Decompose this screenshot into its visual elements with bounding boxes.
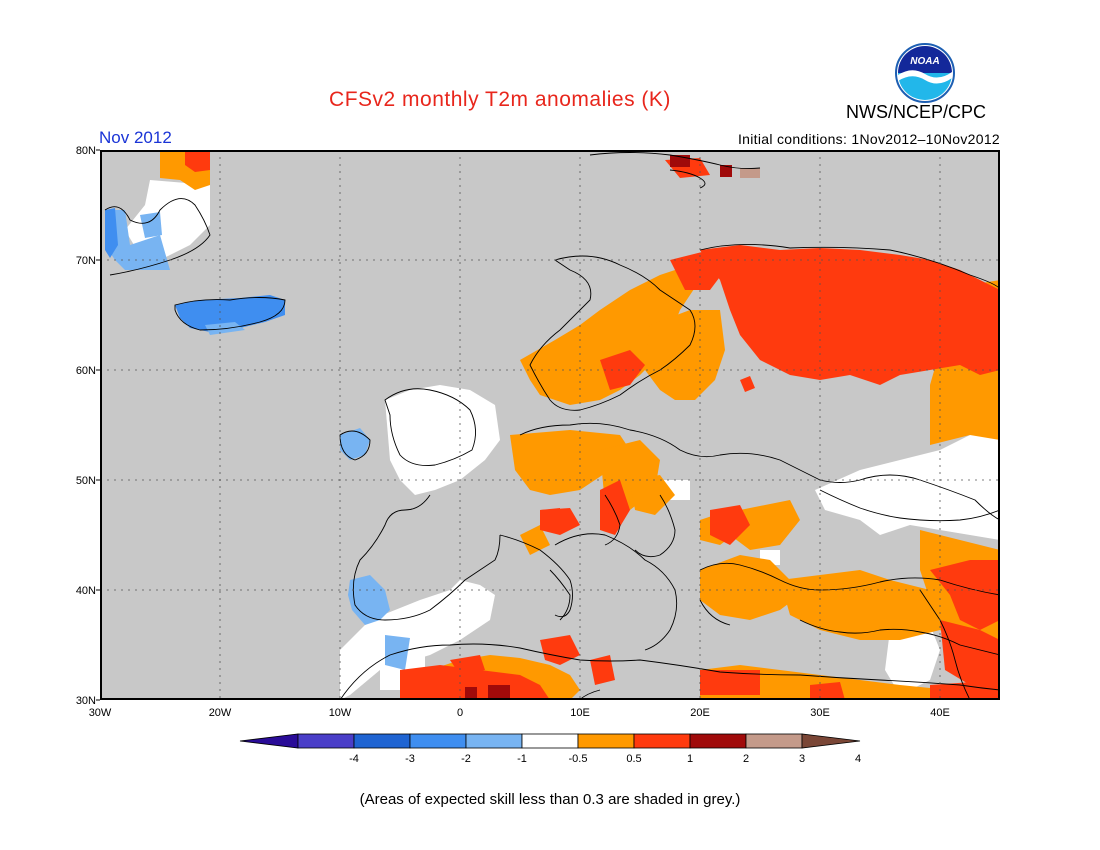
chart-title: CFSv2 monthly T2m anomalies (K)	[329, 88, 671, 111]
colorbar-label: -0.5	[569, 753, 588, 765]
colorbar-label: -4	[349, 753, 359, 765]
below-normal-regions	[105, 208, 410, 670]
map-frame	[100, 150, 1000, 700]
colorbar-segment	[465, 733, 523, 749]
colorbar-segment	[745, 733, 803, 749]
colorbar-segment	[689, 733, 747, 749]
colorbar-label: -3	[405, 753, 415, 765]
colorbar-segment	[801, 733, 861, 749]
colorbar-segment	[297, 733, 355, 749]
noaa-logo: NOAA	[895, 43, 955, 103]
colorbar-segment	[353, 733, 411, 749]
colorbar-label: 3	[799, 753, 805, 765]
agency-label: NWS/NCEP/CPC	[846, 102, 987, 122]
gridlines	[100, 150, 1000, 700]
footnote: (Areas of expected skill less than 0.3 a…	[359, 791, 741, 808]
lon-axis: 30W 20W 10W 0 10E 20E 30E 40E	[89, 707, 950, 719]
lat-label: 80N	[76, 145, 96, 157]
svg-text:NOAA: NOAA	[910, 56, 939, 67]
colorbar-segment	[409, 733, 467, 749]
lon-label: 10W	[329, 707, 352, 719]
lon-label: 0	[457, 707, 463, 719]
colorbar-label: 1	[687, 753, 693, 765]
colorbar-label: -2	[461, 753, 471, 765]
lat-label: 50N	[76, 475, 96, 487]
colorbar-label: 0.5	[626, 753, 641, 765]
colorbar-segment	[633, 733, 691, 749]
lon-label: 40E	[930, 707, 950, 719]
warm-regions	[185, 150, 1000, 700]
very-strong-warm-regions	[740, 168, 760, 178]
lon-label: 10E	[570, 707, 590, 719]
colorbar-label: -1	[517, 753, 527, 765]
lon-label: 30W	[89, 707, 112, 719]
forecast-month: Nov 2012	[99, 128, 172, 147]
lat-axis: 80N 70N 60N 50N 40N 30N	[76, 145, 100, 707]
colorbar-segment	[577, 733, 635, 749]
colorbar-segment	[239, 733, 299, 749]
lat-label: 70N	[76, 255, 96, 267]
lon-label: 20W	[209, 707, 232, 719]
colorbar: -4 -3 -2 -1 -0.5 0.5 1 2 3 4	[239, 733, 861, 765]
lat-label: 30N	[76, 695, 96, 707]
colorbar-label: 2	[743, 753, 749, 765]
coastlines	[104, 152, 1000, 700]
lat-label: 40N	[76, 585, 96, 597]
colorbar-label: 4	[855, 753, 861, 765]
anomaly-map	[100, 150, 1000, 700]
initial-conditions: Initial conditions: 1Nov2012–10Nov2012	[737, 131, 1000, 147]
lon-label: 30E	[810, 707, 830, 719]
lon-label: 20E	[690, 707, 710, 719]
colorbar-segment	[521, 733, 579, 749]
lat-label: 60N	[76, 365, 96, 377]
